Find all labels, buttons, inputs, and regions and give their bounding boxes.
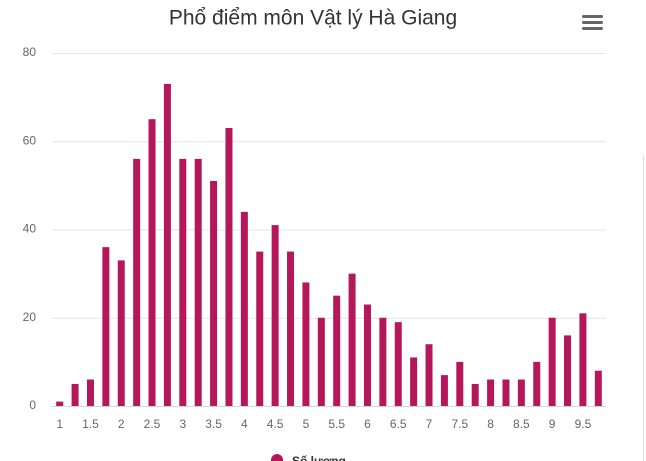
bar[interactable]	[594, 370, 602, 406]
x-tick-label: 5.5	[328, 417, 345, 431]
bar[interactable]	[117, 260, 125, 406]
bar[interactable]	[487, 379, 495, 406]
x-tick-label: 2.5	[144, 417, 161, 431]
bar[interactable]	[225, 128, 233, 406]
menu-bar	[582, 21, 603, 24]
bar[interactable]	[271, 225, 279, 406]
x-tick-label: 7	[426, 417, 433, 431]
x-tick-label: 6	[364, 417, 371, 431]
menu-bar	[582, 27, 603, 30]
bar[interactable]	[71, 383, 79, 406]
chart-title: Phổ điểm môn Vật lý Hà Giang	[169, 7, 457, 30]
y-tick-label: 20	[23, 310, 37, 324]
bar[interactable]	[579, 313, 587, 406]
bar[interactable]	[56, 401, 64, 406]
bar[interactable]	[163, 83, 171, 406]
bar[interactable]	[179, 158, 187, 406]
bar[interactable]	[333, 295, 341, 406]
x-tick-label: 1.5	[82, 417, 99, 431]
legend-label[interactable]: Số lượng	[292, 454, 346, 461]
bar[interactable]	[256, 251, 264, 406]
bar[interactable]	[425, 344, 433, 406]
x-tick-label: 6.5	[390, 417, 407, 431]
x-tick-label: 4	[241, 417, 248, 431]
bar[interactable]	[210, 180, 218, 406]
bar[interactable]	[102, 247, 110, 406]
menu-bar	[582, 15, 603, 18]
bar[interactable]	[302, 282, 310, 406]
bar[interactable]	[517, 379, 525, 406]
y-tick-label: 0	[29, 398, 36, 412]
bar[interactable]	[317, 317, 325, 406]
x-tick-label: 3	[179, 417, 186, 431]
x-tick-label: 4.5	[267, 417, 284, 431]
bar[interactable]	[363, 304, 371, 406]
x-tick-label: 8.5	[513, 417, 530, 431]
y-tick-label: 60	[23, 133, 37, 147]
menu-button[interactable]	[582, 15, 603, 30]
x-tick-label: 9.5	[575, 417, 592, 431]
bar[interactable]	[502, 379, 510, 406]
x-tick-label: 1	[56, 417, 63, 431]
x-tick-label: 5	[303, 417, 310, 431]
bar[interactable]	[379, 317, 387, 406]
bar[interactable]	[471, 383, 479, 406]
bar[interactable]	[86, 379, 94, 406]
bar[interactable]	[410, 357, 418, 406]
bar[interactable]	[533, 361, 541, 406]
bar[interactable]	[440, 375, 448, 406]
y-tick-label: 80	[23, 45, 37, 59]
x-tick-label: 2	[118, 417, 125, 431]
x-tick-label: 8	[487, 417, 494, 431]
bar[interactable]	[133, 158, 141, 406]
bar[interactable]	[148, 119, 156, 406]
bar[interactable]	[456, 361, 464, 406]
x-tick-label: 3.5	[205, 417, 222, 431]
bar[interactable]	[548, 317, 556, 406]
x-tick-label: 9	[549, 417, 556, 431]
bar[interactable]	[348, 273, 356, 406]
legend-marker	[271, 454, 283, 461]
bar[interactable]	[194, 158, 202, 406]
bar[interactable]	[394, 322, 402, 406]
bar[interactable]	[287, 251, 295, 406]
y-tick-label: 40	[23, 222, 37, 236]
x-tick-label: 7.5	[451, 417, 468, 431]
bar[interactable]	[240, 211, 248, 406]
bar[interactable]	[564, 335, 572, 406]
